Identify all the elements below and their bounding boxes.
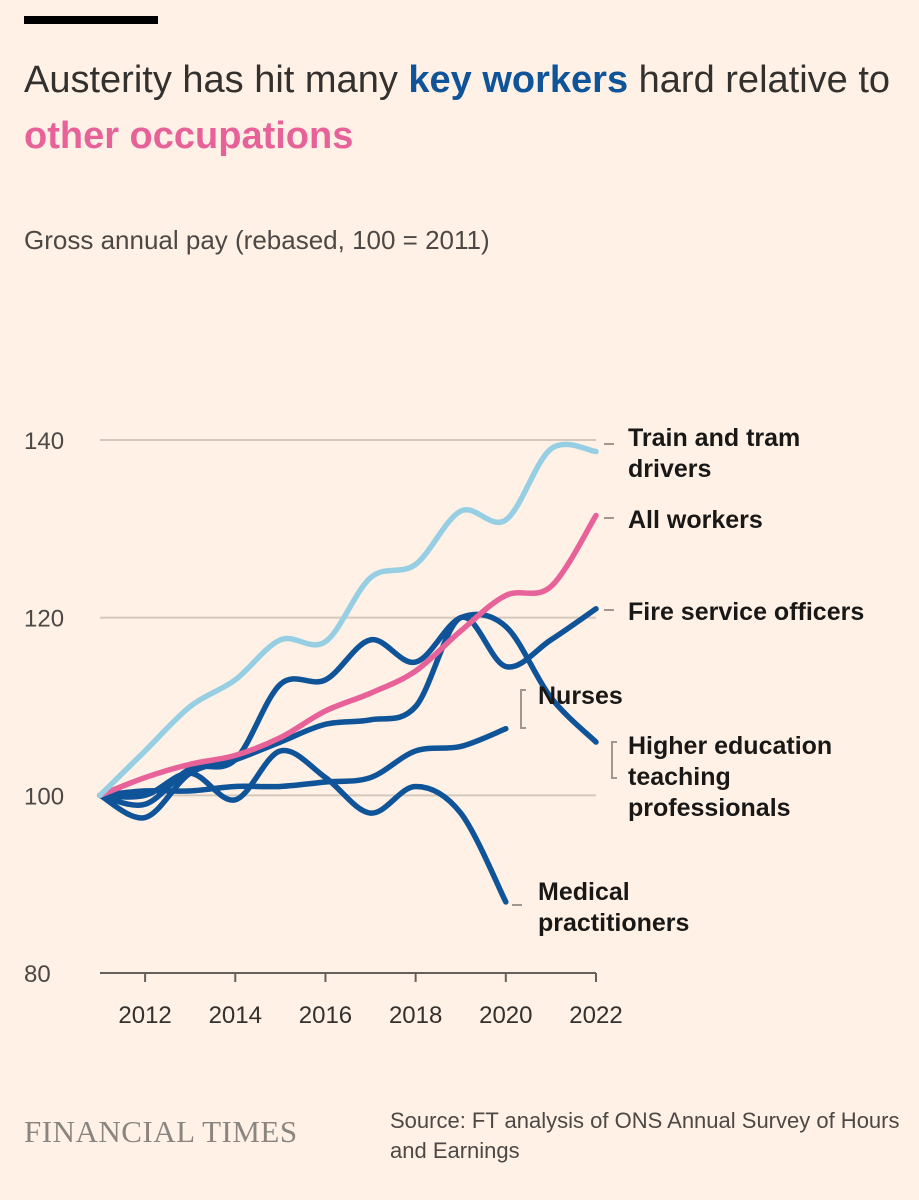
title-text: hard relative to (628, 59, 891, 101)
series-label: Medical (538, 878, 630, 906)
x-tick-label: 2012 (118, 1002, 171, 1029)
x-tick-label: 2020 (479, 1002, 532, 1029)
label-bracket (520, 689, 526, 729)
ft-top-bar (24, 16, 158, 24)
x-tick-label: 2014 (209, 1002, 262, 1029)
y-tick-label: 120 (24, 606, 64, 633)
series-label: Fire service officers (628, 598, 864, 626)
series-label: teaching (628, 763, 731, 791)
series-line-train-and-tram-drivers (97, 441, 599, 799)
chart-subtitle: Gross annual pay (rebased, 100 = 2011) (24, 225, 490, 255)
series-label: practitioners (538, 909, 689, 937)
series-line-all-workers (97, 512, 599, 799)
title-other-occupations: other occupations (24, 115, 354, 157)
x-tick-label: 2016 (299, 1002, 352, 1029)
x-tick-label: 2018 (389, 1002, 442, 1029)
series-label: Nurses (538, 682, 623, 710)
series-line-fire-service-officers (97, 606, 599, 821)
series-label: professionals (628, 794, 791, 822)
series-label: Higher education (628, 732, 832, 760)
y-tick-label: 80 (24, 961, 51, 988)
series-label: All workers (628, 506, 763, 534)
chart-title: Austerity has hit many key workers hard … (24, 52, 904, 164)
y-tick-label: 140 (24, 428, 64, 455)
label-bracket (611, 741, 617, 779)
series-label: Train and tram (628, 424, 800, 452)
series-line-higher-education-teaching-professionals (97, 611, 599, 808)
ft-logo: FINANCIAL TIMES (24, 1114, 298, 1149)
x-tick-label: 2022 (569, 1002, 622, 1029)
y-tick-label: 100 (24, 783, 64, 810)
title-key-workers: key workers (408, 59, 629, 101)
title-text: Austerity has hit many (24, 59, 409, 101)
series-label: drivers (628, 455, 711, 483)
source-note: Source: FT analysis of ONS Annual Survey… (390, 1108, 900, 1163)
